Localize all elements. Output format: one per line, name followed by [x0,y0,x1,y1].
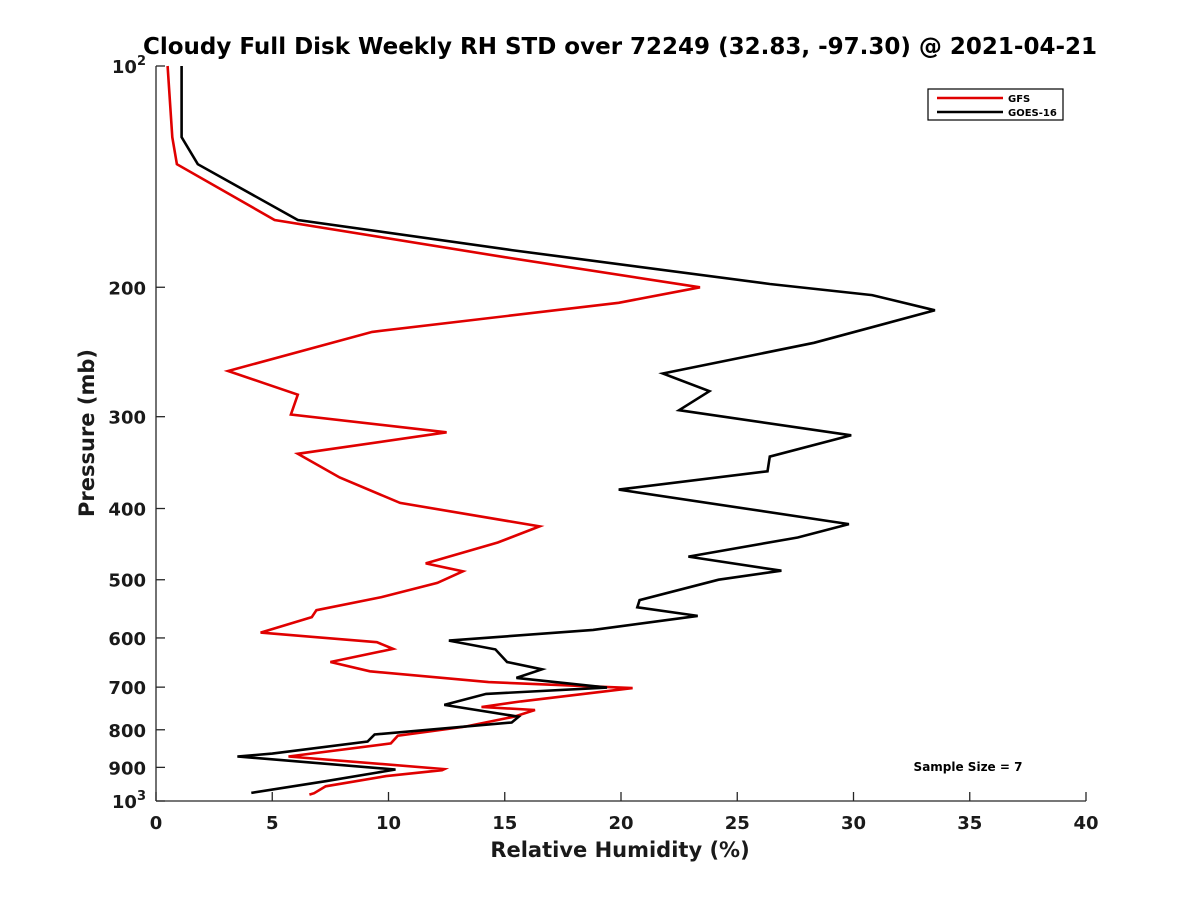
y-tick-label: 900 [108,758,146,779]
x-axis-label: Relative Humidity (%) [490,838,749,862]
plot-area: 0 5 10 15 20 25 30 35 40 102 200 300 400 500 600 700 800… [108,54,1098,834]
chart-title: Cloudy Full Disk Weekly RH STD over 7224… [143,34,1097,60]
y-axis-label: Pressure (mb) [75,349,99,517]
legend-label: GFS [1008,94,1030,105]
y-tick-label: 300 [108,408,146,429]
x-tick-label: 25 [725,813,750,834]
x-tick-label: 40 [1073,813,1098,834]
y-tick-label: 800 [108,721,146,742]
x-tick-label: 15 [492,813,517,834]
series-line-goes-16 [180,66,936,795]
x-tick-label: 0 [150,813,163,834]
legend-label: GOES-16 [1008,108,1057,119]
x-tick-label: 10 [376,813,401,834]
y-tick-label: 200 [108,278,146,299]
x-tick-label: 30 [841,813,866,834]
sample-size-annotation: Sample Size = 7 [914,760,1023,774]
x-tick-label: 20 [608,813,633,834]
legend: GFS GOES-16 [927,88,1064,121]
x-tick-label: 5 [266,813,279,834]
y-tick-label: 103 [112,789,146,813]
legend-box [927,88,1064,121]
x-tick-label: 35 [957,813,982,834]
y-tick-label: 102 [112,54,146,78]
y-tick-label: 400 [108,500,146,521]
y-tick-label: 700 [108,678,146,699]
series-line-gfs [166,65,701,796]
y-tick-label: 500 [108,571,146,592]
y-tick-label: 600 [108,629,146,650]
